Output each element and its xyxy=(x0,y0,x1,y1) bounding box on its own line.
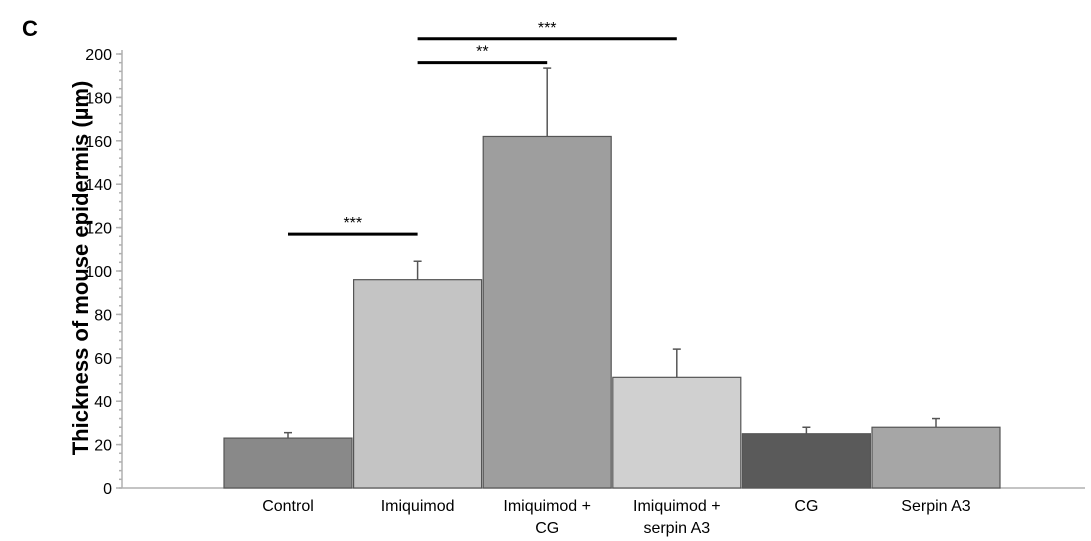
significance-label: *** xyxy=(538,20,557,37)
bar xyxy=(353,279,483,489)
bar xyxy=(482,135,612,489)
category-label: Imiquimod + serpin A3 xyxy=(633,498,721,537)
category-label: Control xyxy=(262,498,314,515)
category-label: Imiquimod + CG xyxy=(503,498,591,537)
error-bars xyxy=(284,67,940,439)
bars xyxy=(223,135,1001,489)
y-tick-label: 0 xyxy=(103,481,112,498)
category-label: Serpin A3 xyxy=(901,498,970,515)
category-labels: Control Imiquimod Imiquimod + CG Imiquimod +… xyxy=(262,498,971,537)
y-tick-label: 200 xyxy=(85,47,112,64)
y-tick-label: 120 xyxy=(85,221,112,238)
bar xyxy=(612,376,742,489)
significance-label: ** xyxy=(476,44,488,61)
y-tick-label: 160 xyxy=(85,134,112,151)
category-label: CG xyxy=(794,498,818,515)
y-axis-label: Thickness of mouse epidermis (µm) xyxy=(68,81,93,456)
y-tick-label: 20 xyxy=(94,438,112,455)
bar xyxy=(223,437,353,489)
category-label: Imiquimod xyxy=(381,498,455,515)
y-tick-label: 140 xyxy=(85,177,112,194)
y-tick-label: 80 xyxy=(94,307,112,324)
bar xyxy=(871,426,1001,489)
significance-label: *** xyxy=(343,215,362,232)
y-ticks: 0 20 40 60 80 100 120 140 160 180 200 xyxy=(85,47,122,498)
y-tick-label: 100 xyxy=(85,264,112,281)
significance-brackets: ******** xyxy=(288,20,677,236)
panel-letter: C xyxy=(22,16,38,41)
y-tick-label: 180 xyxy=(85,90,112,107)
y-tick-label: 60 xyxy=(94,351,112,368)
y-tick-label: 40 xyxy=(94,394,112,411)
bar xyxy=(741,433,872,489)
